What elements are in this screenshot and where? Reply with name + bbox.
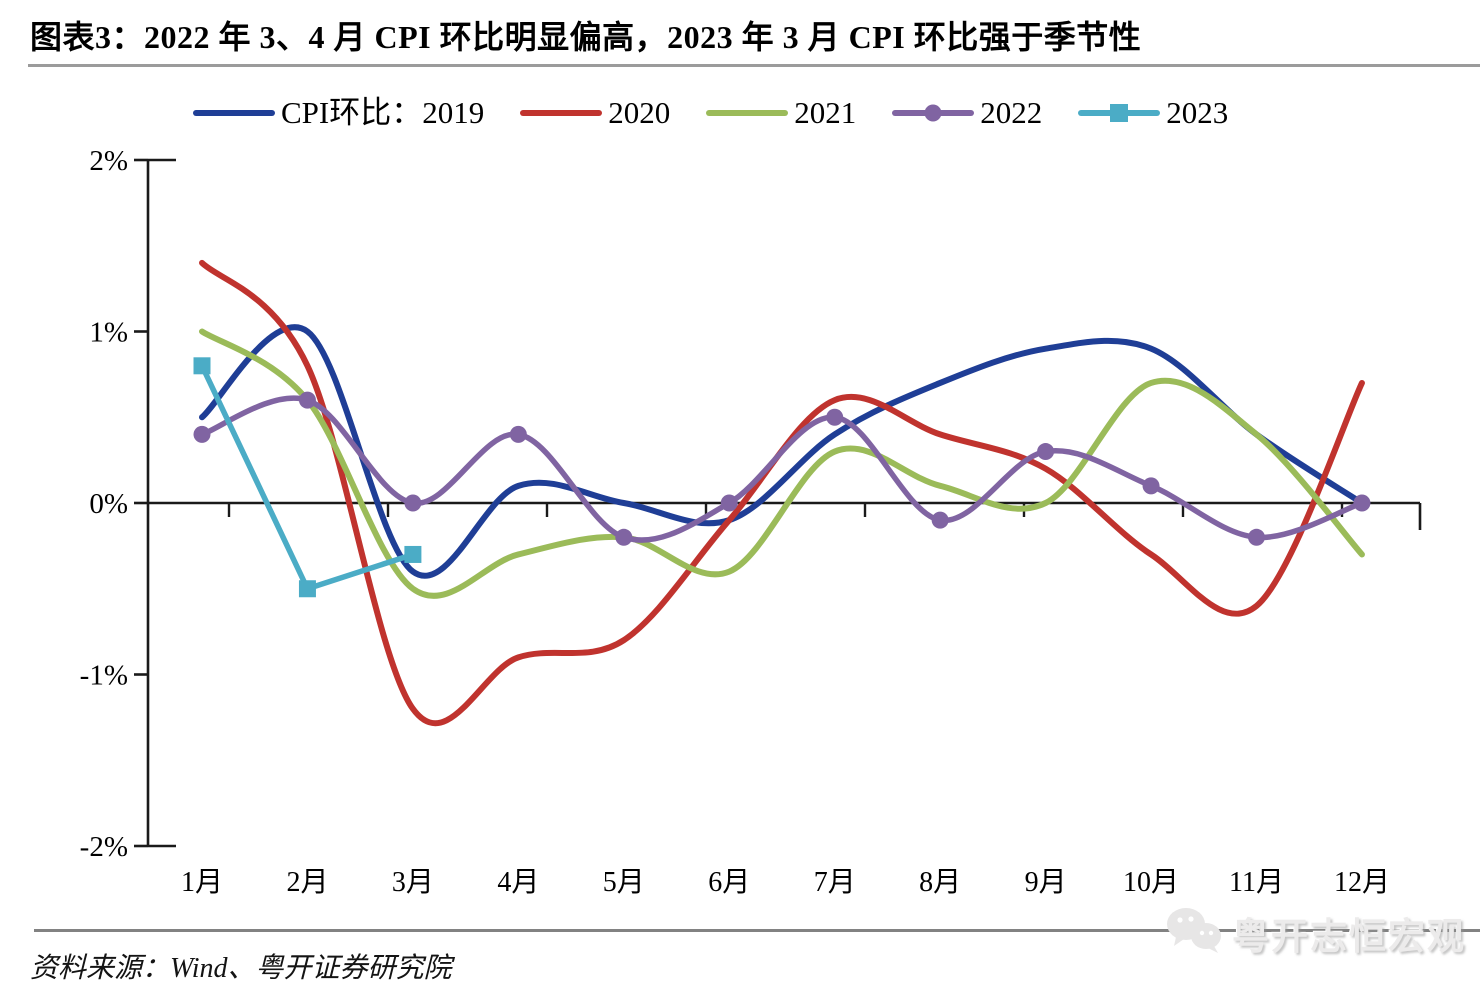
legend-line-icon	[193, 109, 275, 116]
data-point-2022	[615, 528, 633, 546]
y-axis-label: -1%	[80, 660, 128, 692]
legend-label: 2020	[608, 95, 671, 130]
legend-label: 2021	[794, 95, 857, 130]
legend-swatch-2022	[892, 102, 975, 124]
watermark-text: 粤开志恒宏观	[1232, 916, 1466, 958]
series-line-2020	[199, 259, 1365, 727]
data-point-2022	[509, 425, 527, 443]
data-point-2022	[826, 408, 844, 426]
data-point-2022	[298, 391, 316, 409]
y-axis-label: -2%	[80, 831, 128, 863]
legend-label: 2023	[1166, 95, 1229, 130]
wechat-icon	[1164, 904, 1226, 961]
x-axis-label: 1月	[181, 867, 223, 898]
x-axis-label: 8月	[919, 867, 961, 898]
x-axis-label: 10月	[1123, 867, 1179, 898]
footer-divider	[34, 929, 1480, 932]
data-point-2023	[298, 580, 316, 598]
legend-square-marker-icon	[1110, 103, 1129, 122]
x-axis-label: 3月	[392, 867, 434, 898]
data-point-2022	[404, 494, 422, 512]
x-axis-label: 5月	[603, 867, 645, 898]
x-axis-label: 12月	[1334, 867, 1390, 898]
legend-label: CPI环比：2019	[281, 95, 485, 130]
legend-swatch-2021	[706, 102, 789, 124]
x-axis-label: 7月	[814, 867, 856, 898]
figure-title: 图表3：2022 年 3、4 月 CPI 环比明显偏高，2023 年 3 月 C…	[30, 19, 1142, 55]
series-line-CPI环比：2019	[199, 324, 1365, 579]
y-axis-label: 0%	[89, 488, 128, 520]
data-point-2022	[720, 494, 738, 512]
legend-item-2021: 2021	[706, 97, 856, 128]
y-axis-label: 1%	[89, 317, 128, 349]
legend-swatch-2023	[1078, 102, 1161, 124]
legend-item-2020: 2020	[520, 97, 670, 128]
data-point-2022	[1353, 494, 1371, 512]
x-axis-label: 2月	[286, 867, 328, 898]
legend-line-icon	[706, 109, 789, 116]
data-point-2023	[193, 357, 211, 375]
data-point-2022	[1037, 443, 1055, 461]
legend-item-CPI环比：2019: CPI环比：2019	[193, 97, 484, 128]
series-line-2022	[199, 395, 1365, 543]
data-point-2022	[931, 511, 949, 529]
legend-item-2023: 2023	[1078, 97, 1228, 128]
data-point-2022	[1248, 528, 1265, 546]
legend-swatch-2020	[520, 102, 603, 124]
x-axis-label: 4月	[497, 867, 539, 898]
source-note: 资料来源：Wind、粤开证券研究院	[30, 953, 452, 984]
legend-label: 2022	[980, 95, 1043, 130]
legend-circle-marker-icon	[924, 104, 942, 121]
data-point-2022	[1142, 477, 1160, 495]
y-axis-label: 2%	[89, 145, 128, 177]
legend-item-2022: 2022	[892, 97, 1042, 128]
legend-line-icon	[520, 109, 603, 116]
x-axis-label: 11月	[1229, 867, 1284, 898]
chart-legend: CPI环比：2019 2020 2021 2022 2023	[193, 97, 1264, 128]
data-point-2023	[404, 545, 422, 563]
title-divider	[28, 64, 1480, 67]
data-point-2022	[193, 425, 211, 443]
x-axis-label: 6月	[708, 867, 750, 898]
watermark: 粤开志恒宏观	[1164, 904, 1466, 961]
x-axis-label: 9月	[1025, 867, 1067, 898]
legend-swatch-CPI环比：2019	[193, 102, 275, 124]
